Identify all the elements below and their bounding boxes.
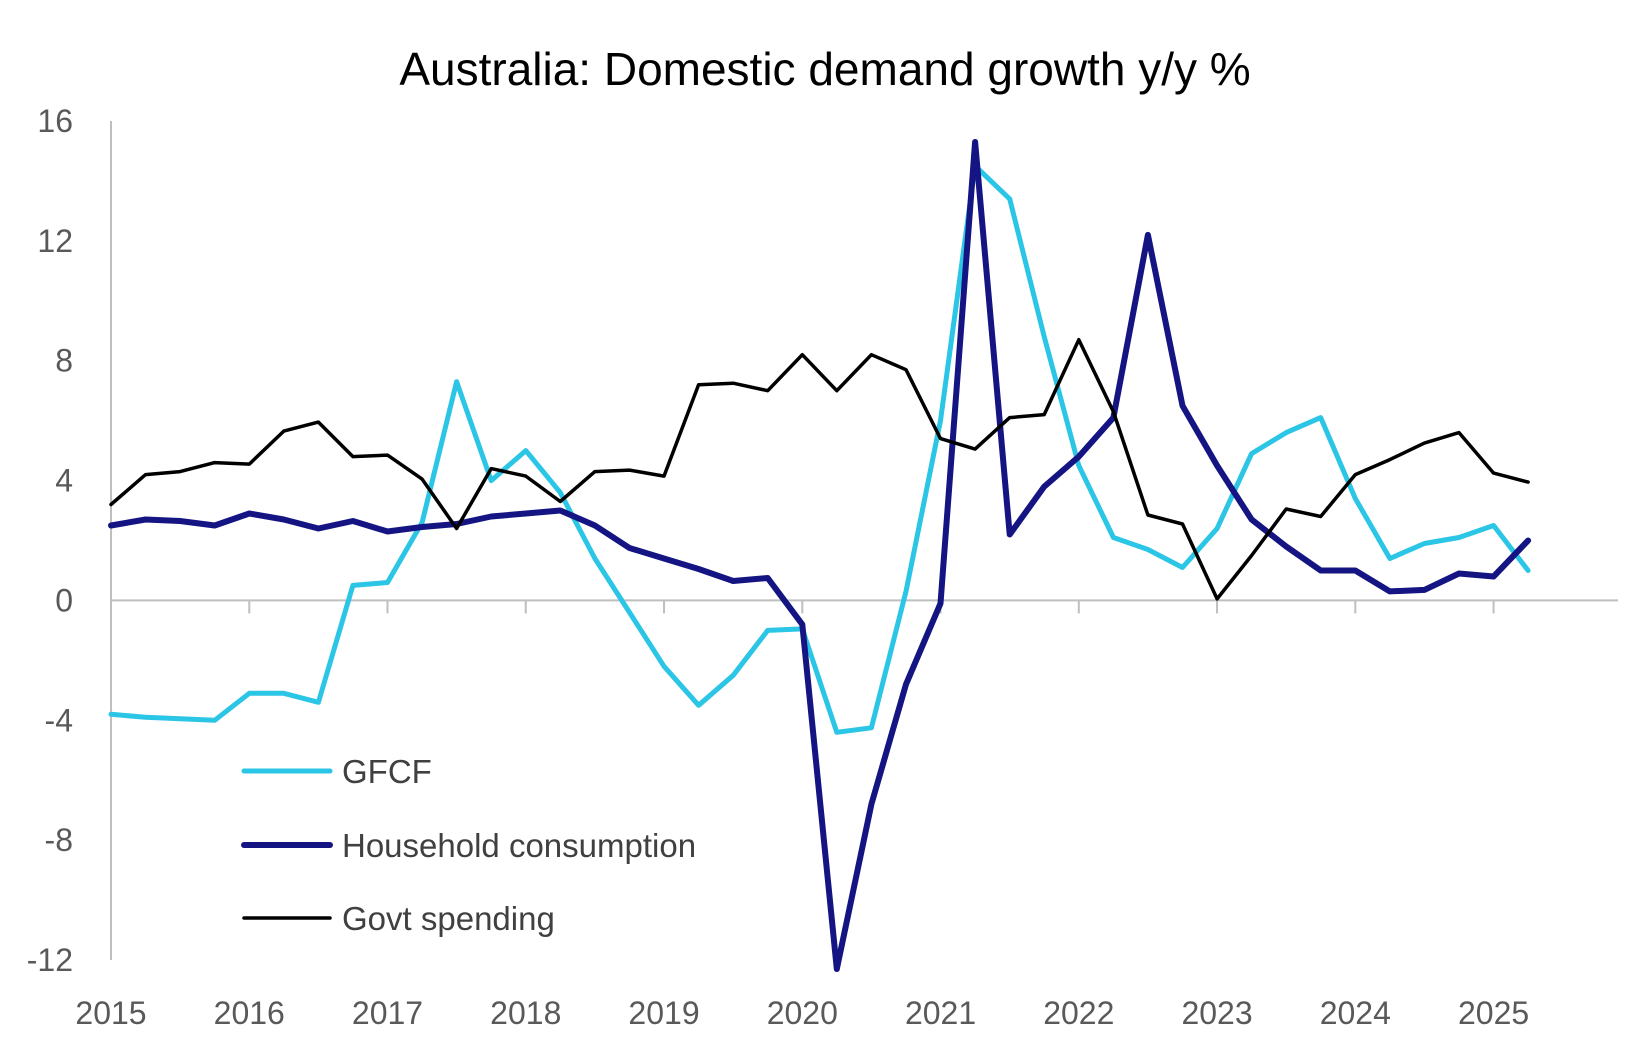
legend-label-gfcf: GFCF <box>342 753 432 790</box>
x-tick-labels: 2015 2016 2017 2018 2019 2020 2021 2022 2023 2024… <box>75 995 1529 1031</box>
x-tick-label: 2015 <box>75 995 146 1031</box>
x-tick-label: 2017 <box>352 995 423 1031</box>
y-tick-label: 8 <box>55 343 73 379</box>
x-tick-label: 2022 <box>1043 995 1114 1031</box>
x-tick-label: 2021 <box>905 995 976 1031</box>
x-tick-label: 2019 <box>628 995 699 1031</box>
series-line-household-consumption <box>108 139 1532 972</box>
y-tick-label: 16 <box>37 103 73 139</box>
x-tick-marks <box>248 600 1495 614</box>
y-tick-label: 12 <box>37 223 73 259</box>
y-tick-labels: 16 12 8 4 0 -4 -8 -12 <box>27 103 73 978</box>
x-tick-label: 2025 <box>1458 995 1529 1031</box>
x-tick-label: 2018 <box>490 995 561 1031</box>
y-tick-label: -4 <box>45 702 73 738</box>
series-line-govt-spending <box>109 337 1530 601</box>
x-tick-label: 2020 <box>767 995 838 1031</box>
axes <box>110 121 1618 960</box>
y-tick-label: 0 <box>55 582 73 618</box>
legend-item-govt-spending: Govt spending <box>242 900 555 937</box>
x-tick-label: 2023 <box>1181 995 1252 1031</box>
legend-label-household-consumption: Household consumption <box>342 827 696 864</box>
y-tick-label: -8 <box>45 822 73 858</box>
legend: GFCF Household consumption Govt spending <box>241 753 696 937</box>
series-lines <box>108 139 1532 972</box>
chart-title: Australia: Domestic demand growth y/y % <box>399 43 1250 95</box>
y-tick-label: 4 <box>55 463 73 499</box>
y-tick-label: -12 <box>27 942 73 978</box>
series-line-gfcf <box>108 163 1531 735</box>
x-tick-label: 2016 <box>214 995 285 1031</box>
legend-item-household-consumption: Household consumption <box>241 827 696 864</box>
x-tick-label: 2024 <box>1320 995 1391 1031</box>
legend-label-govt-spending: Govt spending <box>342 900 555 937</box>
legend-item-gfcf: GFCF <box>241 753 432 790</box>
